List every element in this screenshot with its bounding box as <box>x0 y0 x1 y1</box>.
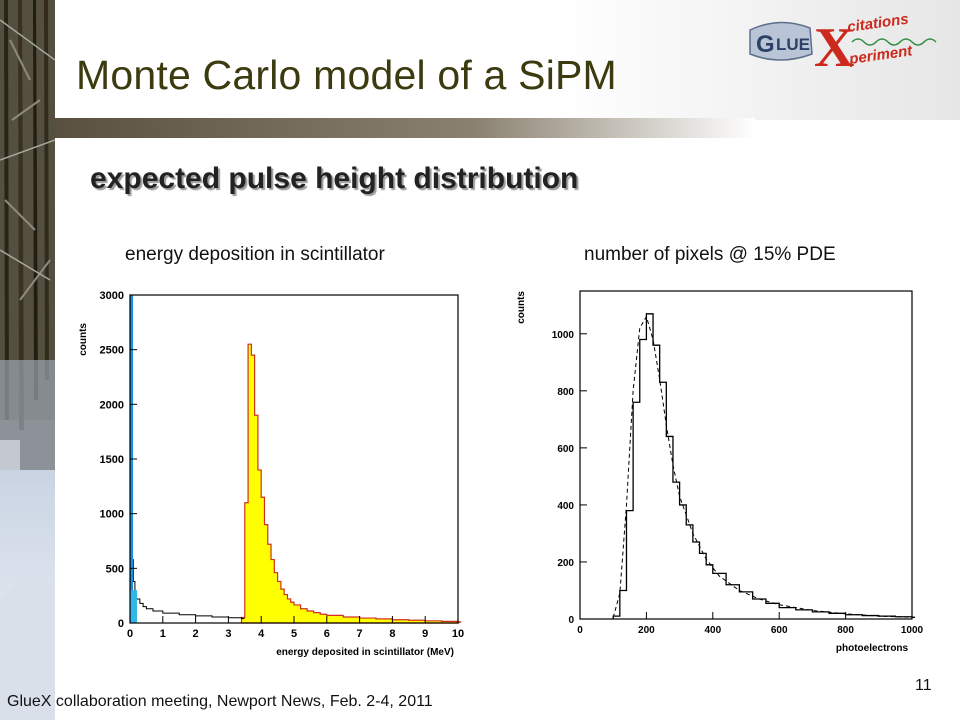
page-number: 11 <box>915 677 932 694</box>
right-plot-caption: number of pixels @ 15% PDE <box>584 244 836 265</box>
x-tick-label: 0 <box>127 628 133 640</box>
photoelectron-histogram: 0 200 400 600 800 1000 0 200 400 600 800 1000 photoe… <box>516 290 924 654</box>
x-tick-label: 2 <box>193 628 199 640</box>
header-decoration <box>55 118 755 138</box>
y-tick-label: 600 <box>557 444 574 455</box>
svg-text:citations: citations <box>846 11 909 36</box>
x-tick-label: 400 <box>704 625 721 636</box>
section-subtitle: expected pulse height distribution <box>90 162 579 195</box>
plot-background <box>580 291 912 619</box>
y-tick-label: 2000 <box>100 399 124 411</box>
footer-text: GlueX collaboration meeting, Newport New… <box>7 693 433 710</box>
y-tick-label: 1500 <box>100 454 124 466</box>
gluex-logo: G LUE X citations periment <box>740 8 950 79</box>
slide-title: Monte Carlo model of a SiPM <box>76 52 617 98</box>
plot-background <box>130 295 458 623</box>
x-tick-label: 800 <box>837 625 854 636</box>
y-axis-label: counts <box>516 291 527 324</box>
y-tick-label: 400 <box>557 501 574 512</box>
y-tick-label: 0 <box>118 618 124 630</box>
svg-text:LUE: LUE <box>776 35 810 54</box>
x-tick-label: 0 <box>577 625 583 636</box>
x-tick-label: 7 <box>357 628 363 640</box>
plot-frame <box>579 290 913 620</box>
x-tick-label: 6 <box>324 628 330 640</box>
x-tick-label: 8 <box>389 628 395 640</box>
x-tick-label: 4 <box>258 628 265 640</box>
x-tick-label: 5 <box>291 628 297 640</box>
winter-photo <box>0 0 55 720</box>
zero-energy-spike-base <box>130 590 137 623</box>
y-tick-label: 1000 <box>552 330 575 341</box>
y-tick-label: 3000 <box>100 290 124 302</box>
header-band <box>55 0 960 138</box>
svg-text:X: X <box>814 17 854 76</box>
x-tick-label: 600 <box>771 625 788 636</box>
y-tick-label: 0 <box>568 615 574 626</box>
left-plot-caption: energy deposition in scintillator <box>125 244 385 265</box>
y-tick-label: 2500 <box>100 345 124 357</box>
x-axis-label: energy deposited in scintillator (MeV) <box>276 647 454 658</box>
y-tick-label: 1000 <box>100 509 124 521</box>
x-tick-label: 3 <box>225 628 231 640</box>
x-tick-label: 9 <box>422 628 428 640</box>
energy-deposition-histogram: 0 500 1000 1500 2000 2500 3000 0 1 2 3 4 5 6 7 8 9 10 ener… <box>78 290 464 658</box>
low-energy-tail-series <box>129 543 245 623</box>
svg-text:G: G <box>756 31 775 58</box>
main-peak-series <box>240 343 462 624</box>
y-tick-label: 800 <box>557 387 574 398</box>
x-tick-label: 1000 <box>901 625 924 636</box>
y-tick-label: 200 <box>557 558 574 569</box>
x-tick-label: 1 <box>160 628 166 640</box>
x-tick-label: 200 <box>638 625 655 636</box>
x-axis-label: photoelectrons <box>836 643 909 654</box>
x-tick-label: 10 <box>452 628 464 640</box>
y-axis-label: counts <box>78 323 89 356</box>
y-tick-label: 500 <box>106 563 124 575</box>
svg-text:periment: periment <box>847 42 914 68</box>
fit-curve-series <box>612 315 913 618</box>
